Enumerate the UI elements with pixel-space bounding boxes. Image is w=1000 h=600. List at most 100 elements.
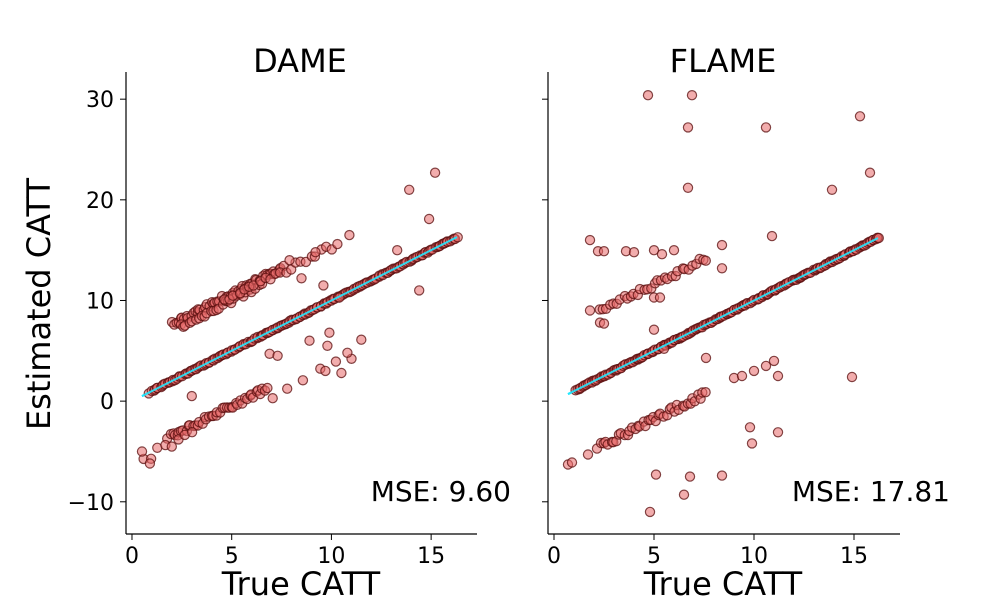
- flame-data-point: [642, 89, 654, 101]
- flame-data-point: [682, 182, 694, 193]
- flame-title: FLAME: [670, 42, 777, 80]
- y-axis-label: Estimated CATT: [20, 177, 58, 430]
- flame-data-point: [598, 245, 610, 257]
- dame-y-tick-label: 10: [86, 289, 114, 314]
- flame-data-point: [864, 167, 876, 178]
- dame-panel: 0 5 10 15 −10 0 10 20 30 DAME True CATT MSE: 9.6…: [68, 42, 511, 600]
- dame-data-point: [310, 246, 321, 258]
- flame-data-point: [846, 371, 858, 383]
- dame-data-point: [304, 335, 315, 346]
- flame-data-point: [598, 318, 610, 329]
- flame-data-point: [700, 387, 711, 398]
- flame-data-point: [700, 352, 712, 364]
- dame-y-tick-label: 20: [86, 189, 114, 214]
- dame-title: DAME: [253, 42, 347, 80]
- flame-data-point: [768, 355, 780, 367]
- flame-data-point: [668, 244, 680, 256]
- dame-axes: [125, 72, 477, 535]
- dame-x-tick-label: 10: [317, 544, 345, 569]
- flame-data-point: [678, 489, 690, 500]
- dame-y-tick-label: 0: [100, 390, 114, 415]
- dame-data-point: [404, 184, 415, 195]
- flame-data-point: [772, 427, 784, 438]
- flame-data-point: [644, 506, 656, 518]
- dame-data-point: [324, 327, 335, 338]
- dame-data-point: [186, 390, 197, 402]
- flame-data-point: [716, 263, 728, 274]
- dame-data-point: [267, 393, 278, 404]
- dame-mse-label: MSE: 9.60: [371, 475, 511, 508]
- dame-y-tick-label: −10: [68, 491, 114, 516]
- dame-ticks: 0 5 10 15 −10 0 10 20 30: [68, 88, 446, 569]
- flame-data-point: [744, 422, 756, 433]
- dame-data-point: [136, 446, 148, 457]
- dame-x-tick-label: 0: [125, 544, 139, 569]
- dame-data-point: [144, 458, 156, 469]
- dame-x-tick-label: 15: [417, 544, 445, 569]
- dame-data-point: [330, 356, 342, 367]
- flame-data-point: [766, 230, 778, 242]
- flame-data-point: [684, 471, 696, 482]
- dame-data-point: [429, 167, 441, 178]
- dame-data-point: [186, 427, 198, 438]
- dame-x-tick-label: 5: [225, 544, 239, 569]
- dame-data-point: [392, 244, 403, 256]
- flame-x-tick-label: 5: [647, 544, 661, 569]
- flame-data-point: [716, 239, 728, 251]
- dame-data-point: [166, 441, 177, 452]
- flame-points: [562, 89, 885, 518]
- flame-ticks: 0 5 10 15: [542, 98, 868, 569]
- dame-data-point: [344, 229, 355, 241]
- flame-x-axis-label: True CATT: [643, 565, 803, 600]
- dame-y-tick-label: 30: [86, 88, 114, 113]
- flame-data-point: [648, 244, 660, 256]
- dame-data-point: [272, 350, 283, 361]
- flame-data-point: [656, 248, 668, 260]
- flame-data-point: [854, 111, 866, 122]
- flame-mse-label: MSE: 17.81: [792, 475, 950, 508]
- dame-data-point: [282, 383, 293, 394]
- flame-fit-line-overlay: [567, 237, 879, 395]
- dame-data-point: [322, 340, 333, 351]
- flame-data-point: [772, 370, 784, 382]
- dame-data-point: [320, 365, 331, 377]
- flame-data-point: [648, 324, 660, 335]
- flame-data-point: [584, 234, 596, 246]
- dame-points: [136, 167, 463, 469]
- flame-data-point: [746, 438, 758, 449]
- dame-data-point: [452, 232, 463, 243]
- dame-data-point: [356, 334, 367, 345]
- dame-data-point: [332, 238, 343, 250]
- dame-data-point: [284, 255, 295, 266]
- flame-data-point: [748, 365, 760, 377]
- dame-data-point: [414, 285, 425, 296]
- dame-x-axis-label: True CATT: [221, 565, 381, 600]
- flame-x-tick-label: 0: [547, 544, 561, 569]
- dame-data-point: [297, 375, 309, 386]
- flame-data-point: [628, 246, 640, 258]
- flame-data-point: [826, 184, 838, 195]
- flame-data-point: [873, 232, 885, 244]
- flame-axes: [547, 72, 900, 535]
- flame-data-point: [650, 469, 662, 480]
- dame-data-point: [262, 382, 273, 394]
- flame-data-point: [584, 305, 596, 316]
- flame-data-point: [566, 457, 578, 468]
- dame-fit-line-overlay: [141, 236, 458, 397]
- flame-x-tick-label: 10: [740, 544, 768, 569]
- flame-data-point: [760, 122, 772, 133]
- flame-data-point: [654, 292, 666, 303]
- flame-data-point: [716, 470, 728, 481]
- dame-data-point: [342, 347, 353, 358]
- dame-data-point: [296, 273, 307, 284]
- flame-panel: 0 5 10 15 FLAME True CATT MSE: 17.81: [542, 42, 950, 600]
- flame-data-point: [760, 360, 772, 372]
- flame-data-point: [736, 370, 748, 382]
- dame-data-point: [336, 367, 347, 379]
- flame-data-point: [582, 449, 594, 460]
- flame-data-point: [686, 89, 698, 101]
- flame-x-tick-label: 15: [840, 544, 868, 569]
- flame-data-point: [682, 122, 694, 133]
- dame-data-point: [423, 213, 435, 225]
